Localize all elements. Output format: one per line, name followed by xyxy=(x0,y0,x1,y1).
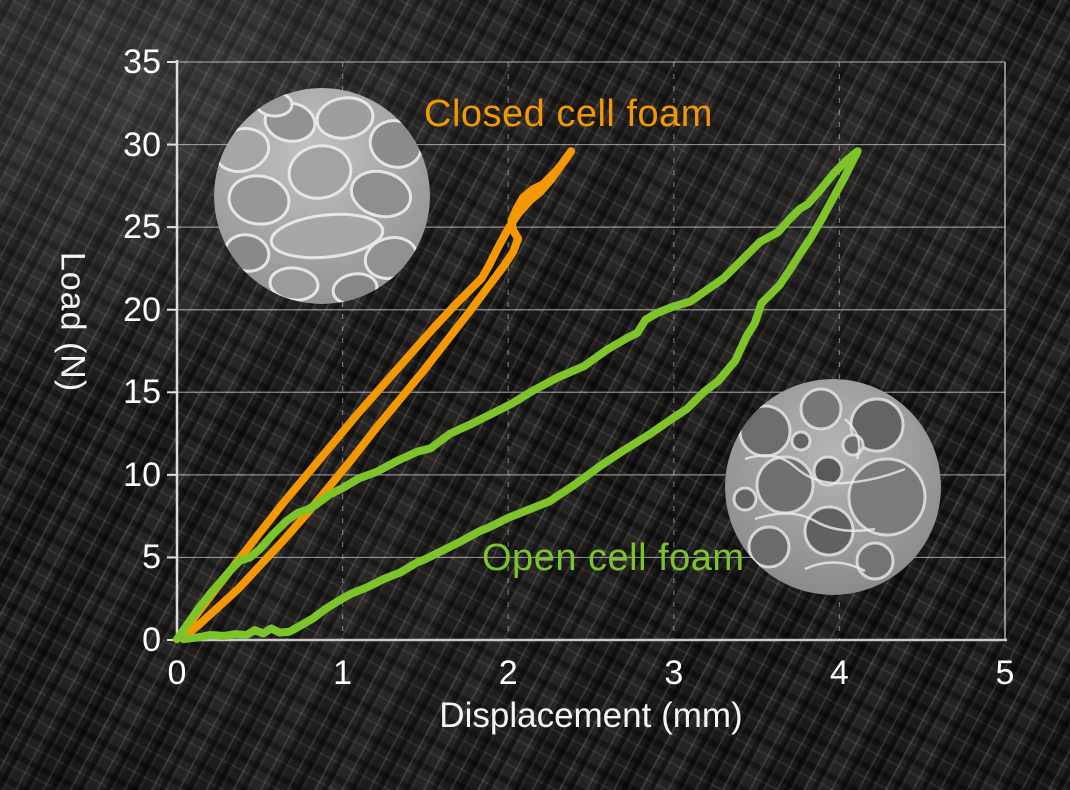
series-curve-open-cell-foam xyxy=(173,147,862,644)
closed-cell-foam-micrograph-image xyxy=(214,88,430,304)
open-cell-foam-micrograph-image xyxy=(725,379,941,595)
open-cell-foam-label: Open cell foam xyxy=(482,537,745,579)
series-curve-closed-cell-foam xyxy=(176,147,576,642)
closed-cell-foam-label: Closed cell foam xyxy=(424,93,713,135)
x-axis-title: Displacement (mm) xyxy=(439,696,743,735)
closed-cell-foam-micrograph xyxy=(214,88,430,304)
open-cell-foam-micrograph xyxy=(725,379,941,595)
y-axis-title: Load (N) xyxy=(53,251,92,393)
